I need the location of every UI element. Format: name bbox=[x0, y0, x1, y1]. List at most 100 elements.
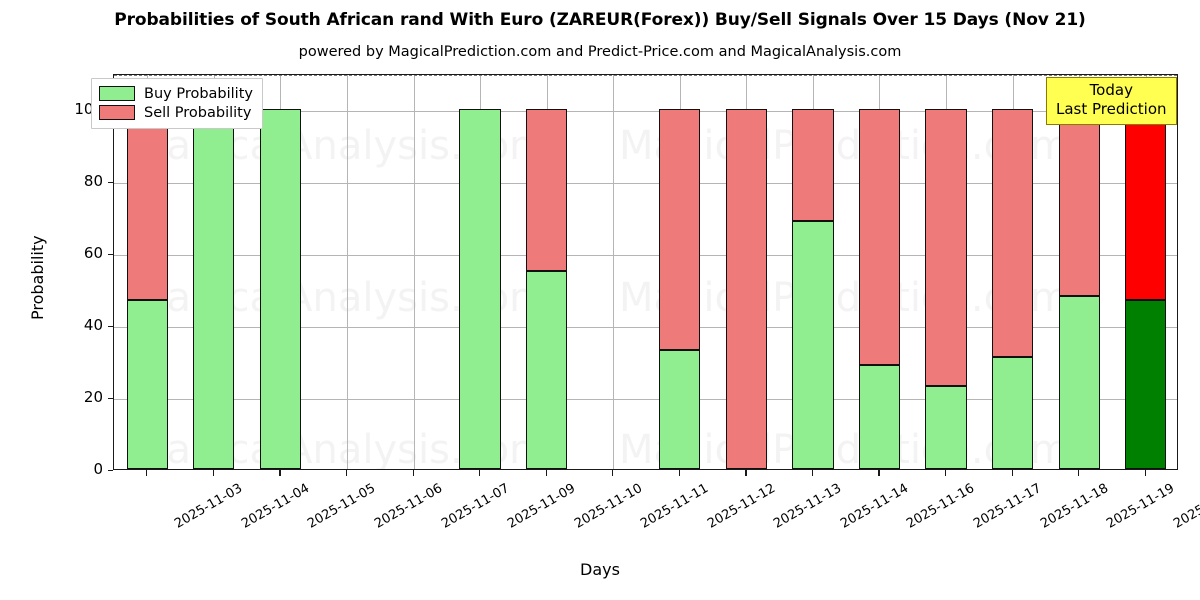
today-annotation-line1: Today bbox=[1089, 81, 1133, 99]
bar-segment-sell[interactable] bbox=[1125, 109, 1167, 300]
bar-segment-sell[interactable] bbox=[126, 109, 168, 300]
bar-segment-buy[interactable] bbox=[925, 386, 967, 469]
x-tick-label: 2025-11-20 bbox=[1170, 481, 1200, 532]
x-tick-mark bbox=[1078, 470, 1080, 476]
y-tick-mark bbox=[108, 470, 113, 472]
chart-subtitle: powered by MagicalPrediction.com and Pre… bbox=[298, 44, 902, 60]
x-tick-mark bbox=[212, 470, 215, 476]
bar-segment-buy[interactable] bbox=[526, 271, 568, 469]
bar-segment-buy[interactable] bbox=[1058, 296, 1100, 469]
gridline-horizontal bbox=[114, 111, 1177, 112]
x-tick-mark bbox=[146, 470, 148, 476]
x-tick-label: 2025-11-12 bbox=[704, 481, 778, 532]
legend-swatch-icon bbox=[99, 86, 135, 101]
x-tick-label: 2025-11-03 bbox=[172, 481, 246, 532]
gridline-vertical bbox=[413, 75, 415, 469]
y-tick-mark bbox=[108, 326, 113, 328]
bar-group[interactable] bbox=[259, 75, 302, 469]
bar-segment-sell[interactable] bbox=[858, 109, 901, 365]
bar-segment-buy[interactable] bbox=[126, 299, 168, 469]
plot-area: MagicalAnalysis.com MagicalPrediction.com… bbox=[113, 74, 1178, 470]
bar-segment-sell[interactable] bbox=[792, 109, 834, 221]
legend-swatch-icon bbox=[99, 105, 135, 120]
y-axis-label: Probability bbox=[28, 235, 47, 320]
x-tick-label: 2025-11-10 bbox=[571, 481, 645, 532]
x-tick-label: 2025-11-07 bbox=[438, 481, 512, 532]
bar-segment-buy[interactable] bbox=[659, 350, 701, 469]
bar-group[interactable] bbox=[126, 75, 168, 469]
x-tick-label: 2025-11-11 bbox=[638, 481, 712, 532]
today-annotation-line2: Last Prediction bbox=[1056, 100, 1167, 118]
x-tick-label: 2025-11-04 bbox=[238, 481, 312, 532]
x-tick-label: 2025-11-19 bbox=[1104, 481, 1178, 532]
bar-group[interactable] bbox=[1125, 75, 1167, 469]
gridline-vertical bbox=[346, 75, 348, 469]
y-tick-label: 20 bbox=[83, 388, 103, 406]
x-tick-mark bbox=[412, 470, 414, 476]
bar-group[interactable] bbox=[991, 75, 1034, 469]
bar-segment-buy[interactable] bbox=[193, 109, 235, 469]
bar-segment-buy[interactable] bbox=[792, 220, 834, 469]
x-tick-mark bbox=[878, 470, 880, 476]
bar-segment-sell[interactable] bbox=[725, 109, 767, 469]
y-tick-label: 60 bbox=[83, 244, 103, 262]
x-tick-label: 2025-11-06 bbox=[372, 481, 446, 532]
y-tick-label: 40 bbox=[83, 316, 103, 334]
x-tick-label: 2025-11-05 bbox=[305, 481, 379, 532]
y-tick-mark bbox=[108, 254, 113, 256]
gridline-horizontal bbox=[114, 183, 1177, 184]
x-tick-mark bbox=[345, 470, 348, 476]
legend-label: Sell Probability bbox=[144, 104, 252, 121]
gridline-vertical bbox=[613, 75, 615, 469]
x-tick-mark bbox=[1011, 470, 1013, 476]
today-annotation: Today Last Prediction bbox=[1046, 77, 1177, 125]
bar-group[interactable] bbox=[659, 75, 701, 469]
x-tick-mark bbox=[479, 470, 481, 476]
bar-group[interactable] bbox=[193, 75, 235, 469]
x-tick-mark bbox=[1144, 470, 1146, 476]
x-tick-label: 2025-11-16 bbox=[904, 481, 978, 532]
x-tick-label: 2025-11-13 bbox=[771, 481, 845, 532]
bar-segment-sell[interactable] bbox=[1058, 109, 1100, 297]
legend-item[interactable]: Sell Probability bbox=[99, 103, 253, 122]
bar-segment-sell[interactable] bbox=[659, 109, 701, 351]
reference-line bbox=[114, 75, 1177, 76]
bar-group[interactable] bbox=[792, 75, 834, 469]
bar-segment-sell[interactable] bbox=[991, 109, 1034, 358]
chart-legend: Buy Probability Sell Probability bbox=[91, 78, 263, 129]
x-tick-mark bbox=[745, 470, 747, 476]
x-tick-label: 2025-11-14 bbox=[838, 481, 911, 532]
bar-group[interactable] bbox=[459, 75, 501, 469]
bar-group[interactable] bbox=[725, 75, 767, 469]
bar-group[interactable] bbox=[925, 75, 967, 469]
x-tick-mark bbox=[612, 470, 614, 476]
bar-segment-buy[interactable] bbox=[991, 357, 1034, 469]
bar-segment-buy[interactable] bbox=[1125, 299, 1167, 469]
x-axis-label: Days bbox=[580, 560, 620, 579]
y-tick-label: 80 bbox=[83, 172, 103, 190]
bar-segment-sell[interactable] bbox=[925, 109, 967, 387]
bar-segment-sell[interactable] bbox=[526, 109, 568, 271]
x-tick-mark bbox=[545, 470, 547, 476]
x-tick-label: 2025-11-18 bbox=[1037, 481, 1111, 532]
bar-group[interactable] bbox=[1058, 75, 1100, 469]
bar-segment-buy[interactable] bbox=[858, 364, 901, 469]
bar-group[interactable] bbox=[526, 75, 568, 469]
chart-title: Probabilities of South African rand With… bbox=[114, 10, 1086, 30]
y-tick-mark bbox=[108, 182, 113, 184]
x-tick-mark bbox=[811, 470, 814, 476]
y-tick-label: 0 bbox=[93, 460, 103, 478]
legend-item[interactable]: Buy Probability bbox=[99, 84, 253, 103]
gridline-horizontal bbox=[114, 327, 1177, 328]
legend-label: Buy Probability bbox=[144, 85, 253, 102]
bar-group[interactable] bbox=[858, 75, 901, 469]
gridline-horizontal bbox=[114, 255, 1177, 256]
x-tick-label: 2025-11-09 bbox=[505, 481, 579, 532]
bar-segment-buy[interactable] bbox=[259, 109, 302, 469]
x-tick-mark bbox=[945, 470, 947, 476]
bar-segment-buy[interactable] bbox=[459, 109, 501, 469]
y-tick-mark bbox=[108, 398, 113, 400]
x-tick-label: 2025-11-17 bbox=[971, 481, 1045, 532]
gridline-horizontal bbox=[114, 399, 1177, 400]
